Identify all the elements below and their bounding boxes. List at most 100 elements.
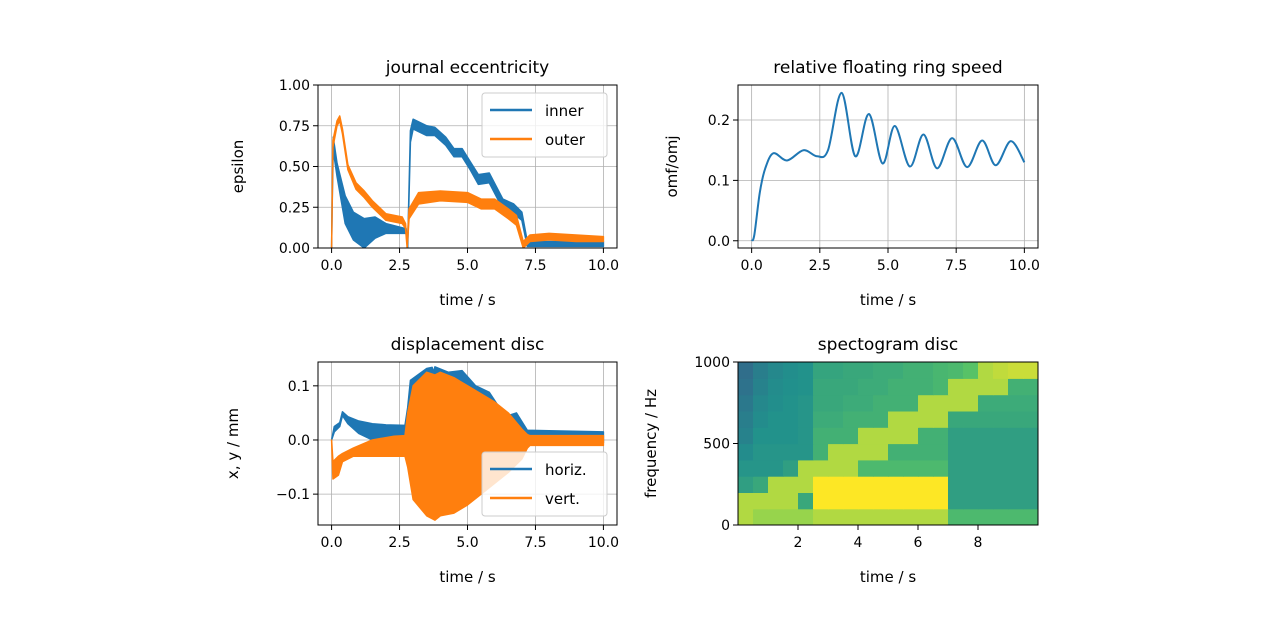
heatmap-cell xyxy=(993,443,1009,461)
heatmap-cell xyxy=(1023,492,1038,510)
y-tick-label: 0.50 xyxy=(279,160,310,176)
series-band-outer xyxy=(330,115,605,248)
y-axis-label: epsilon xyxy=(229,140,247,194)
heatmap-cell xyxy=(843,508,859,525)
heatmap-cell xyxy=(978,378,994,396)
heatmap-cell xyxy=(1008,394,1024,412)
heatmap-cell xyxy=(1023,378,1038,396)
heatmap-cell xyxy=(978,492,994,510)
heatmap-cell xyxy=(753,378,769,396)
heatmap-cell xyxy=(753,427,769,445)
heatmap-cell xyxy=(1023,476,1038,493)
heatmap-cell xyxy=(1008,378,1024,396)
heatmap-cell xyxy=(798,378,814,396)
heatmap-cell xyxy=(1008,508,1024,525)
displacement-chart: 0.0 2.5 5.0 7.5 10.0 −0.1 0.0 0.1 displacement d… xyxy=(224,335,619,586)
y-tick-label: 0.0 xyxy=(708,234,730,250)
heatmap-cell xyxy=(993,378,1009,396)
heatmap-cell xyxy=(978,362,994,379)
heatmap-cell xyxy=(888,443,904,461)
heatmap-cell xyxy=(798,508,814,525)
x-tick-label: 2.5 xyxy=(388,258,410,274)
heatmap-cell xyxy=(888,476,904,493)
x-tick-label: 0.0 xyxy=(320,535,342,551)
heatmap-cell xyxy=(768,459,784,477)
heatmap-cell xyxy=(858,492,874,510)
heatmap-cell xyxy=(828,410,844,428)
heatmap-cell xyxy=(933,378,949,396)
heatmap-cell xyxy=(828,492,844,510)
y-tick-label: 0.2 xyxy=(708,113,730,129)
series-band-vert xyxy=(330,371,605,521)
spectrogram-chart: 2 4 6 8 0 500 1000 spectogram disc time / s frequ… xyxy=(642,335,1039,586)
heatmap-cell xyxy=(978,410,994,428)
heatmap-cell xyxy=(978,476,994,493)
heatmap-cell xyxy=(768,492,784,510)
y-tick-label: 0.00 xyxy=(279,241,310,257)
heatmap-cell xyxy=(918,492,934,510)
x-tick-label: 2 xyxy=(794,535,803,551)
x-tick-label: 10.0 xyxy=(588,258,619,274)
heatmap-cell xyxy=(963,508,979,525)
y-tick-label: 0.0 xyxy=(288,433,310,449)
y-tick-label: 0.1 xyxy=(708,173,730,189)
heatmap-cell xyxy=(858,459,874,477)
heatmap-cell xyxy=(978,459,994,477)
heatmap-cell xyxy=(873,476,889,493)
heatmap-cell xyxy=(948,362,964,379)
heatmap-cell xyxy=(888,394,904,412)
x-axis-label: time / s xyxy=(860,291,916,309)
heatmap-cell xyxy=(978,394,994,412)
heatmap-cell xyxy=(963,362,979,379)
heatmap-cell xyxy=(813,443,829,461)
heatmap-cell xyxy=(753,508,769,525)
heatmap-cell xyxy=(903,427,919,445)
legend-label: vert. xyxy=(545,490,580,508)
x-tick-label: 5.0 xyxy=(456,258,478,274)
heatmap-cell xyxy=(963,459,979,477)
heatmap-cell xyxy=(798,492,814,510)
heatmap-cell xyxy=(828,394,844,412)
heatmap-cell xyxy=(798,427,814,445)
x-tick-label: 7.5 xyxy=(524,258,546,274)
x-tick-label: 0.0 xyxy=(320,258,342,274)
heatmap-cell xyxy=(843,443,859,461)
heatmap-cell xyxy=(768,410,784,428)
y-axis-label: omf/omj xyxy=(663,135,681,197)
heatmap-cell xyxy=(828,476,844,493)
heatmap-cell xyxy=(768,394,784,412)
heatmap-cell xyxy=(933,459,949,477)
heatmap-cell xyxy=(1023,410,1038,428)
heatmap-cell xyxy=(963,410,979,428)
x-tick-label: 10.0 xyxy=(588,535,619,551)
legend-label: horiz. xyxy=(545,461,587,479)
heatmap-cell xyxy=(783,459,799,477)
heatmap-cell xyxy=(873,459,889,477)
heatmap-cell xyxy=(828,508,844,525)
heatmap-cell xyxy=(903,443,919,461)
heatmap-cell xyxy=(783,443,799,461)
heatmap-cell xyxy=(783,410,799,428)
heatmap-cell xyxy=(933,492,949,510)
heatmap-cell xyxy=(873,492,889,510)
heatmap-cell xyxy=(1023,362,1038,379)
heatmap-cell xyxy=(783,362,799,379)
plot-area xyxy=(318,85,617,248)
chart-title: displacement disc xyxy=(391,335,545,355)
heatmap-cell xyxy=(948,508,964,525)
x-tick-label: 5.0 xyxy=(456,535,478,551)
heatmap-cell xyxy=(768,362,784,379)
heatmap-cell xyxy=(828,443,844,461)
heatmap-cell xyxy=(813,378,829,396)
chart-title: spectogram disc xyxy=(818,335,958,355)
heatmap-cell xyxy=(753,443,769,461)
heatmap-cell xyxy=(768,443,784,461)
y-tick-label: 1000 xyxy=(694,355,730,371)
x-axis-label: time / s xyxy=(439,291,495,309)
heatmap-cell xyxy=(813,410,829,428)
heatmap-cell xyxy=(813,394,829,412)
heatmap-cell xyxy=(918,394,934,412)
heatmap-cell xyxy=(993,476,1009,493)
heatmap-cell xyxy=(993,410,1009,428)
